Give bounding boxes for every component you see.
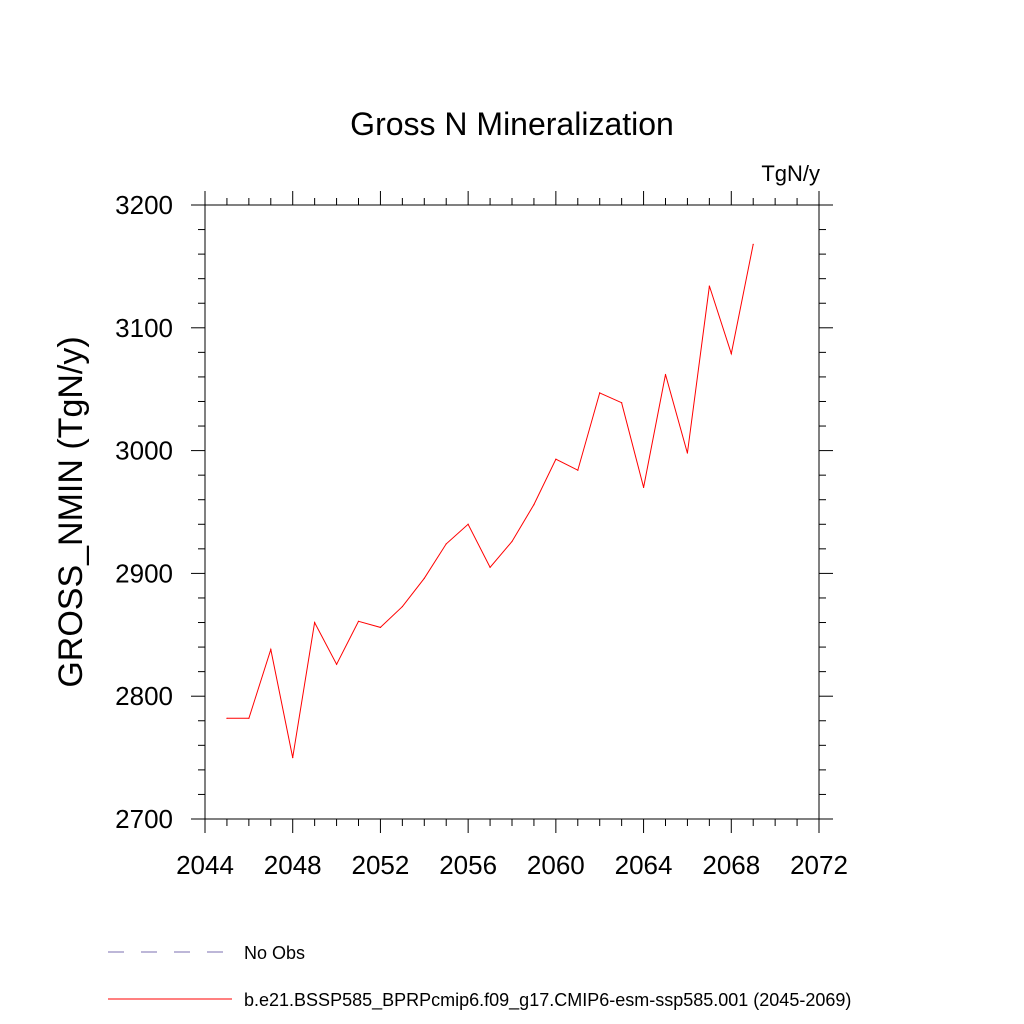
y-tick-label: 2800 xyxy=(115,681,173,711)
x-tick-label: 2048 xyxy=(264,850,322,880)
data-point xyxy=(270,648,272,651)
chart-title: Gross N Mineralization xyxy=(350,106,674,142)
legend: No Obs b.e21.BSSP585_BPRPcmip6.f09_g17.CM… xyxy=(108,943,851,1011)
y-tick-label: 3000 xyxy=(115,436,173,466)
units-label: TgN/y xyxy=(761,161,820,186)
y-axis-label: GROSS_NMIN (TgN/y) xyxy=(52,336,90,687)
data-point xyxy=(489,566,491,568)
data-point xyxy=(621,402,623,404)
data-point xyxy=(533,504,535,506)
x-tick-label: 2056 xyxy=(439,850,497,880)
legend-label: b.e21.BSSP585_BPRPcmip6.f09_g17.CMIP6-es… xyxy=(244,990,851,1011)
data-point xyxy=(379,626,382,629)
y-tick-labels: 2700 2800 2900 3000 3100 3200 xyxy=(115,190,173,834)
data-point xyxy=(401,605,403,608)
data-point xyxy=(226,717,228,719)
y-tick-label: 3200 xyxy=(115,190,173,220)
data-point xyxy=(577,469,579,471)
data-point xyxy=(730,352,732,355)
x-tick-label: 2072 xyxy=(790,850,848,880)
data-point xyxy=(423,577,425,579)
legend-label: No Obs xyxy=(244,943,305,963)
data-point xyxy=(599,392,601,394)
data-point xyxy=(314,621,316,624)
data-point xyxy=(357,620,360,622)
data-point xyxy=(752,243,754,245)
x-tick-label: 2060 xyxy=(527,850,585,880)
plot-frame xyxy=(204,204,820,820)
data-point xyxy=(511,540,513,543)
x-tick-label: 2044 xyxy=(176,850,234,880)
data-point xyxy=(664,373,667,376)
data-point xyxy=(467,523,469,525)
axis-ticks xyxy=(191,191,833,833)
data-point xyxy=(445,543,447,545)
data-point xyxy=(686,452,689,454)
x-tick-labels: 2044 2048 2052 2056 2060 2064 2068 2072 xyxy=(176,850,848,880)
x-tick-label: 2064 xyxy=(615,850,673,880)
data-point xyxy=(335,663,338,665)
x-tick-label: 2052 xyxy=(352,850,410,880)
y-tick-label: 2700 xyxy=(115,804,173,834)
series-lines xyxy=(226,243,754,759)
data-point xyxy=(555,458,557,460)
data-point xyxy=(248,717,250,719)
y-tick-label: 2900 xyxy=(115,558,173,588)
data-point xyxy=(292,757,294,759)
x-tick-label: 2068 xyxy=(702,850,760,880)
data-point xyxy=(642,486,645,489)
y-tick-label: 3100 xyxy=(115,313,173,343)
data-point xyxy=(708,285,710,287)
series-line xyxy=(226,244,754,758)
